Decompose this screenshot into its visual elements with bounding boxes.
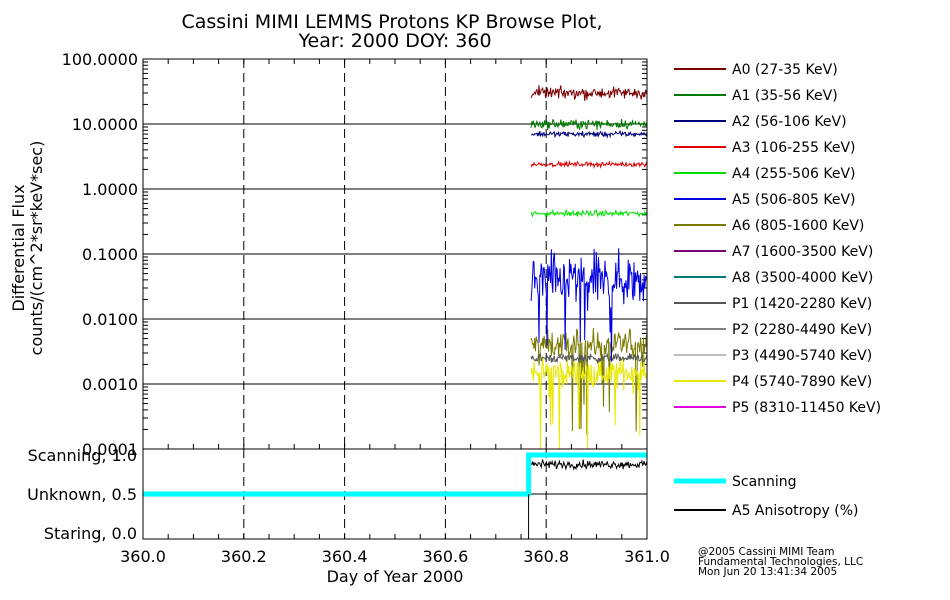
series-line-scanning [143,452,647,497]
top-panel-grid [143,59,647,449]
y-tick-label: 0.1000 [82,245,138,264]
legend-label: A3 (106-255 KeV) [732,140,855,156]
legend-label-bottom: A5 Anisotropy (%) [732,503,859,519]
top-panel-y-tick-labels: 100.0000 10.0000 1.0000 0.1000 0.0100 0.0010 0… [62,50,138,459]
x-tick-label: 360.8 [523,547,569,566]
series-line-A5 [530,248,648,361]
bottom-panel-y-tick-labels: Scanning, 1.0 Unknown, 0.5 Staring, 0.0 [27,446,137,543]
y-tick-label: 0.0001 [82,440,138,459]
x-tick-labels: 360.0 360.2 360.4 360.6 360.8 361.0 [120,547,670,566]
credit-line-2: Fundamental Technologies, LLC [698,556,863,568]
legend-label: P3 (4490-5740 KeV) [732,348,872,364]
x-axis-label: Day of Year 2000 [327,567,464,586]
legend-label: A5 (506-805 KeV) [732,192,855,208]
series-line-A4 [530,208,648,218]
y-tick-label: 0.0010 [82,375,138,394]
y-tick-label-bottom: Scanning, 1.0 [28,446,137,465]
legend-label: A6 (805-1600 KeV) [732,218,864,234]
series-line-A6 [530,328,648,436]
legend-mode: Scanning A5 Anisotropy (%) [674,474,859,519]
legend-label: A2 (56-106 KeV) [732,114,847,130]
y-tick-label: 10.0000 [72,115,138,134]
legend-label: A7 (1600-3500 KeV) [732,244,873,260]
series-line-A0 [530,85,648,101]
series-line-A3 [530,159,648,170]
legend-label: P5 (8310-11450 KeV) [732,400,881,416]
y-tick-label: 1.0000 [82,180,138,199]
legend-label: A8 (3500-4000 KeV) [732,270,873,286]
y-tick-label-bottom: Staring, 0.0 [44,524,137,543]
credit-line-1: @2005 Cassini MIMI Team [698,546,835,558]
legend-label: A4 (255-506 KeV) [732,166,855,182]
series-line-A2 [530,130,648,139]
chart-title: Cassini MIMI LEMMS Protons KP Browse Plo… [181,11,602,33]
legend-label: P4 (5740-7890 KeV) [732,374,872,390]
y-tick-label: 0.0100 [82,310,138,329]
y-axis-label-line2: counts/(cm^2*sr*keV*sec) [27,141,46,356]
bottom-panel-frame [142,448,648,540]
y-tick-label: 100.0000 [62,50,138,69]
legend-label: A1 (35-56 KeV) [732,88,838,104]
series-line-anisotropy [530,458,648,471]
series-line-P1 [530,352,648,364]
legend-flux: A0 (27-35 KeV) A1 (35-56 KeV) A2 (56-106 K… [674,62,881,416]
y-axis-label-line1: Differential Flux [9,184,28,311]
legend-label: P1 (1420-2280 KeV) [732,296,872,312]
x-tick-label: 360.6 [422,547,468,566]
y-tick-label-bottom: Unknown, 0.5 [27,485,137,504]
x-tick-label: 360.4 [322,547,368,566]
series-line-P4 [530,354,648,450]
legend-label: A0 (27-35 KeV) [732,62,838,78]
top-panel-series [530,85,648,450]
x-tick-label: 360.2 [221,547,267,566]
x-tick-label: 360.0 [120,547,166,566]
bottom-panel-series [143,452,648,539]
x-tick-label: 361.0 [624,547,670,566]
legend-label: P2 (2280-4490 KeV) [732,322,872,338]
series-line-A1 [530,118,648,130]
legend-label-bottom: Scanning [732,474,797,490]
credit-line-3: Mon Jun 20 13:41:34 2005 [698,566,837,578]
chart-subtitle: Year: 2000 DOY: 360 [297,30,491,52]
